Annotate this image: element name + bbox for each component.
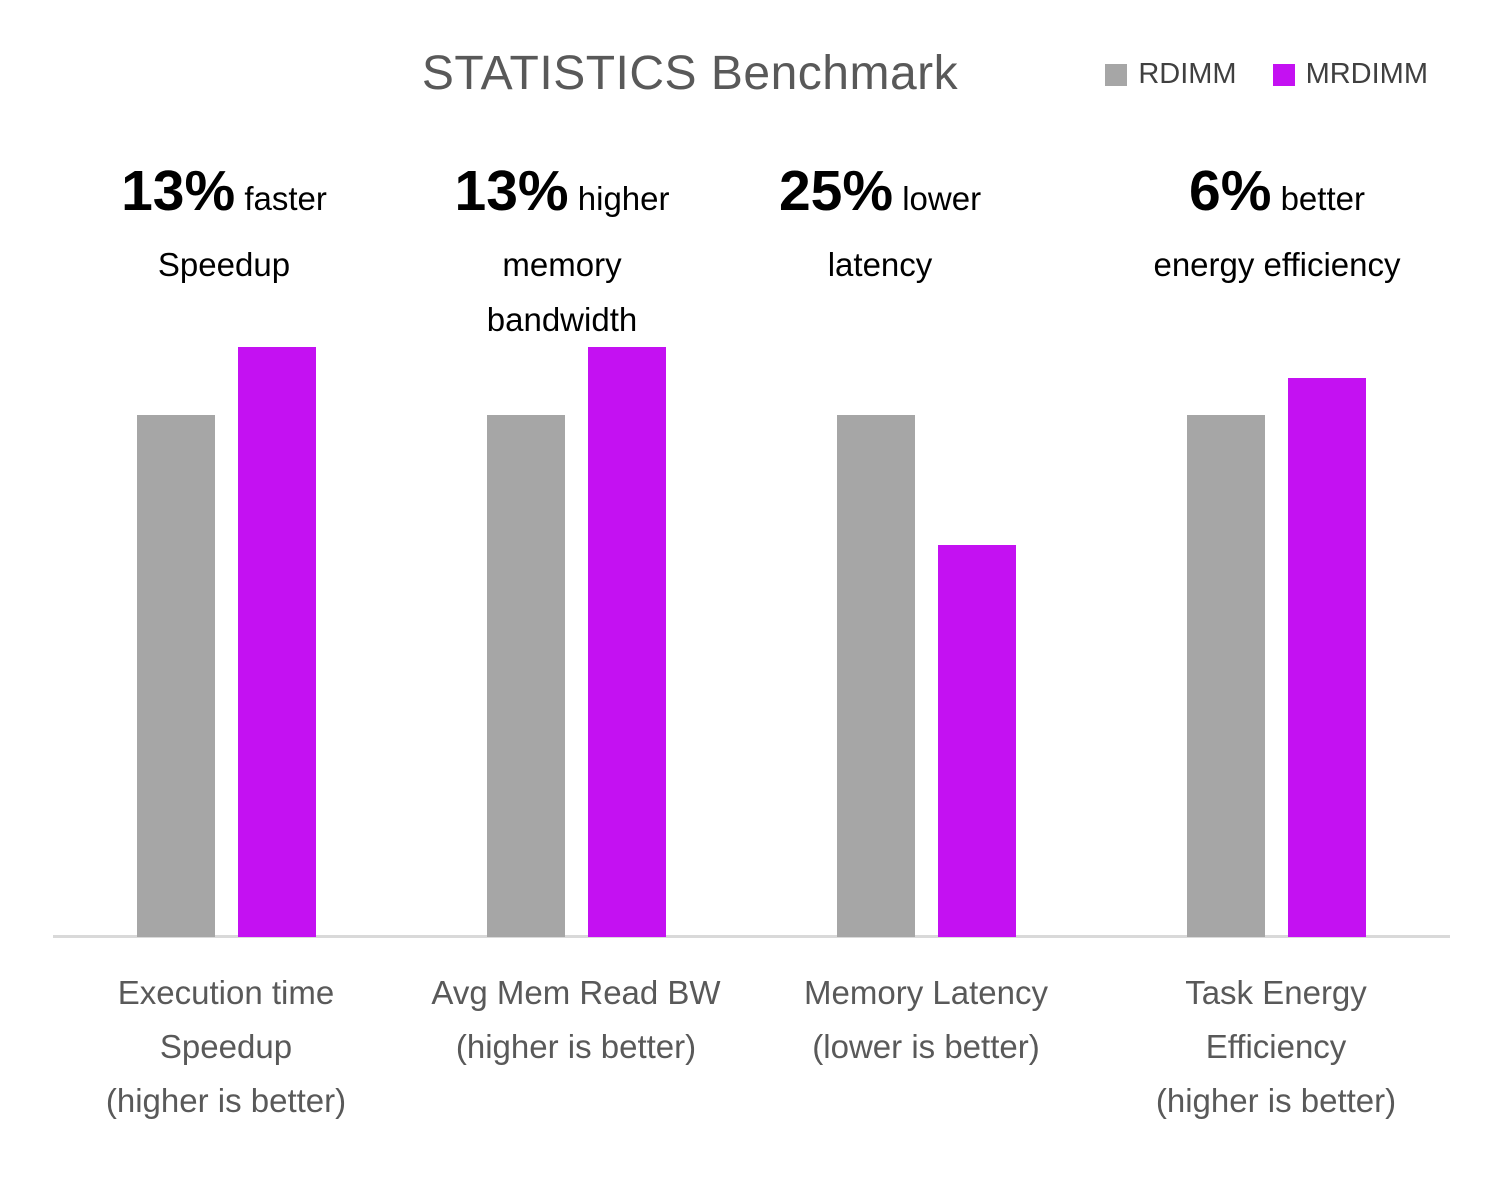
annotation-percent: 13% [454, 159, 569, 223]
bar-rdimm-2 [836, 415, 915, 937]
annotation-line: energy efficiency [1153, 246, 1401, 283]
rdimm-swatch-icon [1105, 63, 1128, 86]
legend-label-rdimm: RDIMM [1138, 58, 1237, 90]
annotation-3: 6% better energy efficiency [1067, 160, 1487, 292]
category-label-line: Speedup [159, 1028, 293, 1065]
bar-mrdimm-0 [237, 347, 316, 937]
category-label-line: Execution time [117, 974, 335, 1011]
category-label-line: (lower is better) [812, 1028, 1040, 1065]
annotation-headline: 13% faster [14, 160, 434, 237]
annotation-line: memory [502, 246, 622, 283]
annotation-2: 25% lower latency [670, 160, 1090, 292]
category-label-line: Avg Mem Read BW [431, 974, 721, 1011]
category-label-3: Task Energy Efficiency (higher is better) [1086, 966, 1466, 1128]
bar-mrdimm-1 [587, 347, 666, 937]
category-label-line: (higher is better) [105, 1082, 347, 1119]
category-label-line: Efficiency [1205, 1028, 1347, 1065]
bar-rdimm-0 [136, 415, 215, 937]
annotation-percent: 25% [778, 159, 894, 223]
annotation-line: Speedup [157, 246, 291, 283]
annotation-1: 13% higher memory bandwidth [352, 160, 772, 347]
category-label-line: Task Energy [1185, 974, 1367, 1011]
mrdimm-swatch-icon [1272, 63, 1295, 86]
legend-label-mrdimm: MRDIMM [1305, 58, 1428, 90]
bar-mrdimm-3 [1287, 378, 1366, 937]
annotation-0: 13% faster Speedup [14, 160, 434, 292]
annotation-headline: 6% better [1067, 160, 1487, 237]
category-label-line: (higher is better) [455, 1028, 697, 1065]
annotation-qualifier: faster [235, 180, 327, 217]
category-label-2: Memory Latency (lower is better) [736, 966, 1116, 1074]
annotation-headline: 25% lower [670, 160, 1090, 237]
annotation-line: latency [827, 246, 933, 283]
legend: RDIMM MRDIMM [1105, 58, 1428, 91]
annotation-headline: 13% higher [352, 160, 772, 237]
annotation-line: bandwidth [486, 301, 638, 338]
bar-rdimm-1 [486, 415, 565, 937]
annotation-percent: 13% [121, 159, 236, 223]
legend-item-mrdimm: MRDIMM [1272, 58, 1428, 91]
category-label-line: (higher is better) [1155, 1082, 1397, 1119]
annotation-qualifier: lower [893, 180, 982, 217]
category-label-0: Execution time Speedup (higher is better) [36, 966, 416, 1128]
legend-item-rdimm: RDIMM [1105, 58, 1237, 91]
bar-rdimm-3 [1186, 415, 1265, 937]
annotation-qualifier: better [1271, 180, 1365, 217]
bar-mrdimm-2 [937, 545, 1016, 937]
x-axis-line [53, 935, 1450, 938]
category-label-line: Memory Latency [804, 974, 1048, 1011]
annotation-percent: 6% [1189, 159, 1272, 223]
annotation-qualifier: higher [568, 180, 670, 217]
category-label-1: Avg Mem Read BW (higher is better) [386, 966, 766, 1074]
chart-title: STATISTICS Benchmark [421, 47, 959, 100]
